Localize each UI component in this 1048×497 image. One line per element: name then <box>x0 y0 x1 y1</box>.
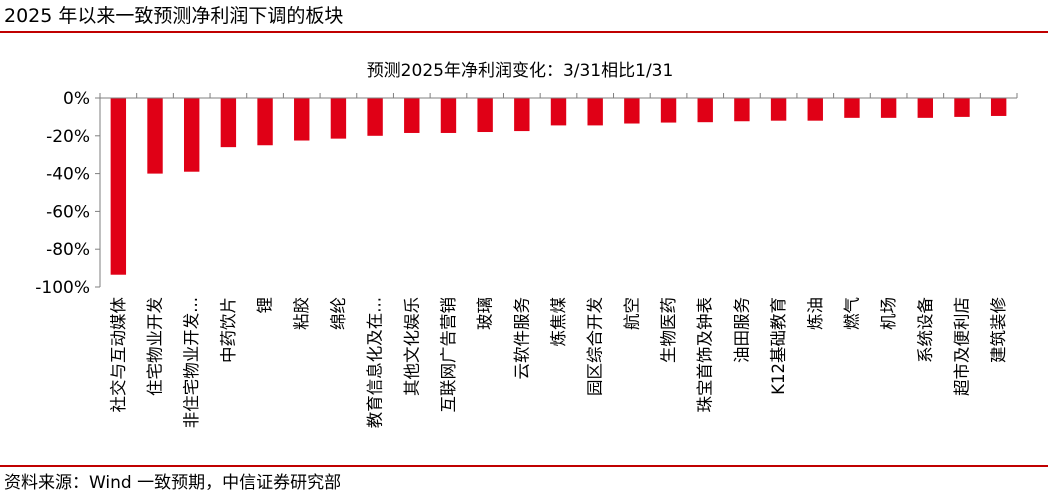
bar <box>880 98 897 118</box>
category-label: 粘胶 <box>292 297 311 330</box>
bar <box>477 98 493 133</box>
source-note: 资料来源：Wind 一致预期，中信证券研究部 <box>4 473 342 493</box>
bar <box>844 98 860 118</box>
y-axis: 0% -20% -40% -60% -80% -100% <box>35 89 101 298</box>
bar <box>734 98 750 122</box>
bar <box>404 98 420 133</box>
category-label: 其他文化娱乐 <box>402 297 421 396</box>
bar <box>587 98 603 126</box>
bar <box>660 98 677 123</box>
category-label: 社交与互动媒体 <box>109 297 128 413</box>
chart-title: 预测2025年净利润变化：3/31相比1/31 <box>367 61 674 81</box>
category-label: 中药饮片 <box>219 297 238 363</box>
category-label: 玻璃 <box>476 297 495 330</box>
y-tick-label: 0% <box>63 89 90 109</box>
category-label: 锂 <box>256 297 275 314</box>
category-label: 炼焦煤 <box>549 297 568 347</box>
bottom-divider <box>0 465 1048 467</box>
category-label: 住宅物业开发 <box>146 297 165 396</box>
category-label: 互联网广告营销 <box>439 297 458 413</box>
bar <box>990 98 1007 116</box>
category-label: 绵纶 <box>329 297 348 330</box>
category-label: 燃气 <box>842 297 861 330</box>
bar <box>954 98 970 117</box>
y-tick-label: -100% <box>35 278 90 298</box>
y-tick-label: -60% <box>46 202 90 222</box>
bar <box>697 98 713 123</box>
category-label: 航空 <box>622 297 641 330</box>
category-labels: 社交与互动媒体 住宅物业开发 非住宅物业开发... 中药饮片 锂粘胶 绵纶 教育信息化及在.… <box>109 297 1008 429</box>
category-label: 园区综合开发 <box>586 297 605 396</box>
bar <box>110 98 127 275</box>
bar <box>770 98 787 121</box>
category-label: 教育信息化及在... <box>366 297 385 428</box>
bar <box>514 98 530 132</box>
category-label: 云软件服务 <box>512 297 531 380</box>
category-label: 机场 <box>879 297 898 330</box>
category-label: 炼油 <box>806 297 825 330</box>
category-label: 建筑装修 <box>989 297 1008 364</box>
x-axis <box>99 93 1018 99</box>
bar-chart: 预测2025年净利润变化：3/31相比1/31 0% -20% -40% -60% -8… <box>35 61 1018 429</box>
top-divider <box>0 31 1048 33</box>
category-label: 生物医药 <box>659 297 678 363</box>
bar <box>367 98 383 136</box>
category-label: K12基础教育 <box>769 297 788 395</box>
bar <box>550 98 567 126</box>
page-title: 2025 年以来一致预测净利润下调的板块 <box>4 5 344 27</box>
bar <box>624 98 640 124</box>
category-label: 非住宅物业开发... <box>182 297 201 428</box>
bar <box>330 98 347 139</box>
bar <box>183 98 200 172</box>
bars <box>110 98 1007 275</box>
bar <box>147 98 163 174</box>
y-tick-label: -80% <box>46 240 90 260</box>
bar <box>294 98 310 141</box>
category-label: 珠宝首饰及钟表 <box>696 297 715 413</box>
bar <box>220 98 237 148</box>
bar <box>917 98 934 118</box>
bar <box>807 98 823 121</box>
y-tick-label: -40% <box>46 165 90 185</box>
bar <box>257 98 273 146</box>
bar <box>440 98 457 133</box>
category-label: 油田服务 <box>732 297 751 363</box>
category-label: 超市及便利店 <box>952 297 971 396</box>
y-tick-label: -20% <box>46 127 90 147</box>
category-label: 系统设备 <box>916 297 935 364</box>
